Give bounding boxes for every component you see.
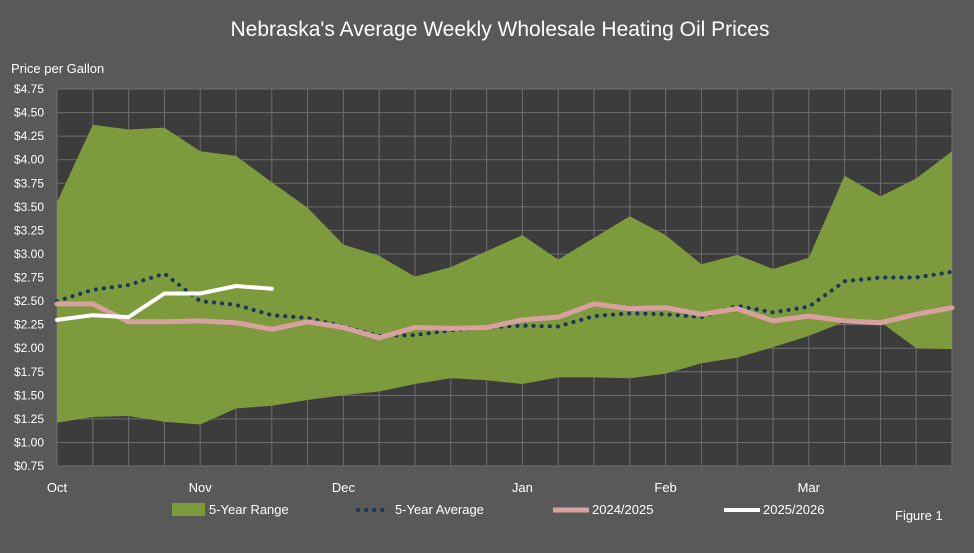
y-tick-label: $1.75: [14, 365, 44, 379]
y-axis-label: Price per Gallon: [11, 61, 104, 76]
y-tick-label: $4.25: [14, 129, 44, 143]
y-tick-label: $3.25: [14, 223, 44, 237]
legend-label: 5-Year Range: [209, 502, 289, 517]
x-tick-label: Feb: [654, 480, 676, 495]
y-tick-label: $4.75: [14, 82, 44, 96]
y-tick-label: $2.75: [14, 271, 44, 285]
y-tick-label: $2.50: [14, 294, 44, 308]
legend-label: 2025/2026: [763, 502, 824, 517]
legend: 5-Year Range 5-Year Average 2024/2025 2025/…: [172, 502, 824, 517]
x-tick-label: Jan: [512, 480, 533, 495]
y-tick-label: $4.50: [14, 106, 44, 120]
figure-label: Figure 1: [895, 508, 943, 523]
x-tick-label: Mar: [798, 480, 821, 495]
x-tick-label: Oct: [47, 480, 68, 495]
legend-label: 2024/2025: [592, 502, 653, 517]
y-tick-label: $1.50: [14, 388, 44, 402]
range-area-5yr: [57, 124, 952, 425]
legend-label: 5-Year Average: [395, 502, 484, 517]
axis-labels: $0.75 $1.00 $1.25 $1.50 $1.75 $2.00 $2.25 $2.50…: [14, 82, 821, 495]
chart-title: Nebraska's Average Weekly Wholesale Heat…: [231, 18, 770, 41]
y-tick-label: $4.00: [14, 153, 44, 167]
y-tick-label: $2.25: [14, 318, 44, 332]
y-tick-label: $3.75: [14, 176, 44, 190]
x-tick-label: Dec: [332, 480, 356, 495]
series-line-2024-2025: [54, 301, 955, 341]
series-line-5yr-average: [55, 269, 954, 338]
legend-swatch-range: [172, 503, 205, 516]
y-tick-label: $2.00: [14, 341, 44, 355]
y-tick-label: $1.00: [14, 435, 44, 449]
x-tick-label: Nov: [189, 480, 213, 495]
y-tick-label: $3.00: [14, 247, 44, 261]
y-tick-label: $3.50: [14, 200, 44, 214]
series-layer: [54, 124, 955, 425]
y-tick-label: $0.75: [14, 459, 44, 473]
series-line-2025-2026: [55, 284, 274, 322]
y-tick-label: $1.25: [14, 412, 44, 426]
